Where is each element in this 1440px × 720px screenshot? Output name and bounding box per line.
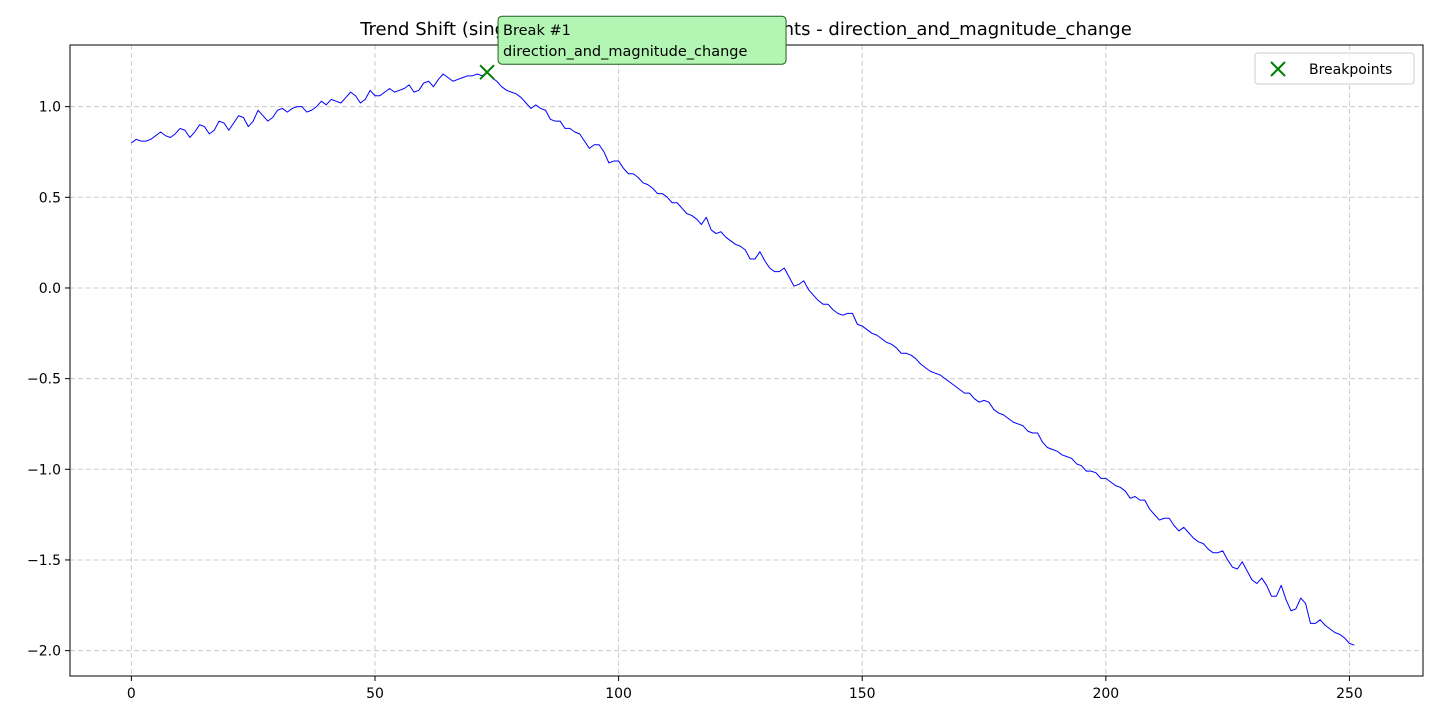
legend-marker-icon	[1270, 61, 1286, 77]
y-tick-label: −2.0	[27, 644, 61, 660]
y-tick-label: 0.5	[39, 190, 61, 206]
legend: Breakpoints	[1254, 52, 1415, 85]
x-tick-label: 50	[366, 686, 384, 702]
annotation-box	[497, 15, 787, 65]
y-axis-ticks: 1.0 0.5 0.0 −0.5 −1.0 −1.5 −2.0	[27, 100, 70, 660]
y-tick-label: −0.5	[27, 372, 61, 388]
x-tick-label: 150	[849, 686, 876, 702]
breakpoint-markers	[479, 64, 495, 80]
y-tick-label: −1.0	[27, 462, 61, 478]
breakpoint-marker-icon	[479, 64, 495, 80]
y-tick-label: 0.0	[39, 281, 61, 297]
x-tick-label: 0	[127, 686, 136, 702]
y-tick-label: 1.0	[39, 100, 61, 116]
series-line-group	[131, 71, 1355, 646]
legend-x-icon	[1270, 61, 1286, 77]
legend-box	[1254, 52, 1415, 85]
x-tick-label: 100	[605, 686, 632, 702]
x-tick-label: 200	[1092, 686, 1119, 702]
annotation-line-1: Break #1	[503, 23, 571, 39]
series-line	[131, 71, 1355, 646]
breakpoint-annotation: Break #1 direction_and_magnitude_change	[497, 15, 787, 65]
legend-label: Breakpoints	[1309, 62, 1392, 78]
grid	[70, 45, 1423, 676]
x-axis-ticks: 0 50 100 150 200 250	[127, 676, 1363, 702]
x-tick-label: 250	[1336, 686, 1363, 702]
annotation-line-2: direction_and_magnitude_change	[503, 44, 747, 60]
y-tick-label: −1.5	[27, 553, 61, 569]
